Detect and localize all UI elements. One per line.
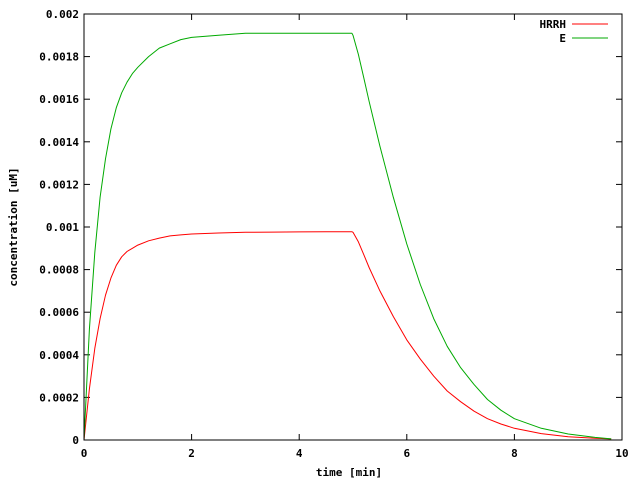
x-tick-label: 0: [81, 447, 88, 460]
x-axis-label: time [min]: [316, 466, 382, 479]
y-tick-label: 0.0006: [39, 306, 79, 319]
y-tick-label: 0.002: [46, 8, 79, 21]
y-axis: 0 0.0002 0.0004 0.0006 0.0008 0.001 0.0012 0.00…: [39, 8, 622, 447]
x-tick-label: 10: [615, 447, 628, 460]
y-tick-label: 0.0008: [39, 264, 79, 277]
legend-label-hrrh: HRRH: [540, 18, 567, 31]
y-axis-label: concentration [uM]: [7, 167, 20, 286]
x-tick-label: 2: [188, 447, 195, 460]
y-tick-label: 0.0004: [39, 349, 79, 362]
y-tick-label: 0: [72, 434, 79, 447]
y-tick-label: 0.0012: [39, 178, 79, 191]
x-tick-label: 6: [403, 447, 410, 460]
y-tick-label: 0.0002: [39, 391, 79, 404]
y-tick-label: 0.0018: [39, 51, 79, 64]
series-layer: [83, 32, 612, 441]
y-tick-label: 0.0016: [39, 93, 79, 106]
x-tick-label: 8: [511, 447, 518, 460]
series-line-e: [83, 32, 612, 441]
y-tick-label: 0.0014: [39, 136, 79, 149]
legend-label-e: E: [559, 32, 566, 45]
series-line-hrrh: [83, 231, 612, 441]
x-axis: 0 2 4 6 8 10: [81, 14, 629, 460]
x-tick-label: 4: [296, 447, 303, 460]
y-tick-label: 0.001: [46, 221, 79, 234]
plot-frame: [83, 13, 623, 441]
